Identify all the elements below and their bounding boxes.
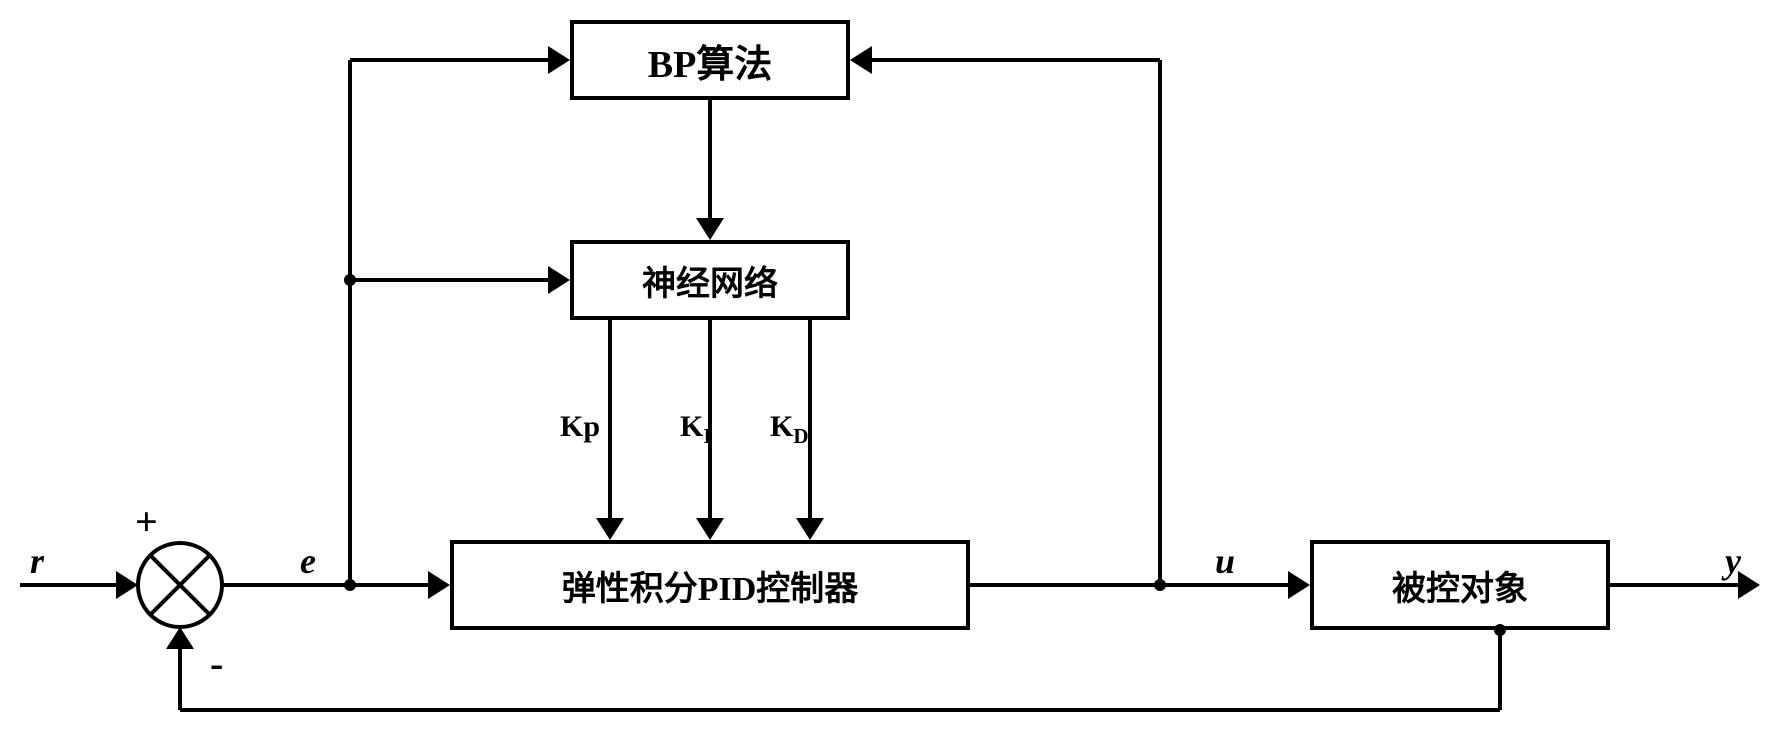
signal-r-label: r <box>30 540 44 582</box>
signal-y-label: y <box>1725 540 1741 582</box>
gain-kd-label: KD <box>770 410 809 449</box>
signal-u-label: u <box>1215 540 1235 582</box>
diagram-canvas: BP算法 神经网络 弹性积分PID控制器 被控对象 r e u y + - Kp… <box>0 0 1773 747</box>
signal-e-label: e <box>300 540 316 582</box>
sum-plus-label: + <box>135 498 158 545</box>
sum-minus-label: - <box>210 640 223 687</box>
connections-layer <box>0 0 1773 747</box>
gain-ki-label: KI <box>680 410 712 449</box>
gain-kp-label: Kp <box>560 410 600 444</box>
